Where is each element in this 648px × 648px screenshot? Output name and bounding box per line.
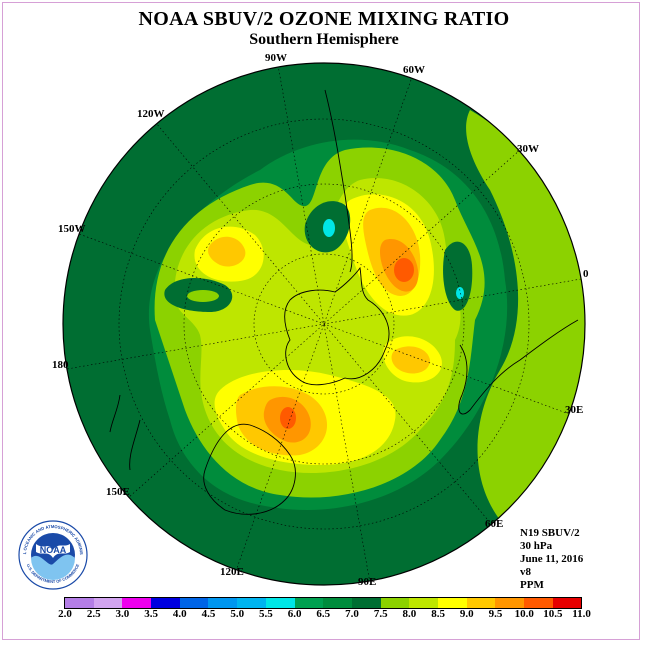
coast-africa: [458, 319, 579, 415]
info-block: N19 SBUV/2 30 hPa June 11, 2016 v8 PPM: [520, 527, 583, 592]
colorbar-segment: [466, 598, 496, 608]
field-max-south: [280, 407, 296, 429]
colorbar-tick-label: 8.5: [431, 608, 445, 620]
colorbar-segment: [294, 598, 324, 608]
field-pole-region: [294, 290, 358, 354]
lon-label-120e: 120E: [220, 566, 244, 578]
colorbar-segment: [179, 598, 209, 608]
colorbar-segment: [122, 598, 152, 608]
colorbar-tick-label: 7.5: [373, 608, 388, 620]
field-region-lightgreen-west: [187, 290, 219, 302]
colorbar: [64, 597, 583, 609]
colorbar-tick-label: 10.5: [543, 608, 563, 620]
coast-south-america: [324, 89, 353, 273]
colorbar-tick-label: 10.0: [514, 608, 534, 620]
graticule-lat-2: [183, 183, 465, 465]
colorbar-segment: [93, 598, 123, 608]
graticule-lon-30w-150e: [127, 149, 521, 499]
lon-label-90e: 90E: [358, 576, 377, 588]
field-min-60w: [323, 219, 335, 237]
colorbar-segment: [552, 598, 582, 608]
lon-label-0: 0: [583, 268, 589, 280]
lon-label-30w: 30W: [517, 143, 539, 155]
map-title: NOAA SBUV/2 OZONE MIXING RATIO: [138, 8, 510, 30]
info-version: v8: [520, 566, 531, 578]
graticule-lat-1: [253, 253, 395, 395]
colorbar-segment: [409, 598, 438, 608]
colorbar-tick-label: 5.0: [230, 608, 245, 620]
field-min-east: [456, 287, 464, 299]
lon-label-180: 180: [52, 359, 69, 371]
lon-label-30e: 30E: [565, 404, 584, 416]
info-units: PPM: [520, 579, 544, 591]
colorbar-segment: [65, 598, 94, 608]
colorbar-segment: [208, 598, 238, 608]
colorbar-tick-label: 5.5: [259, 608, 273, 620]
graticule-lon-30e-150w: [78, 233, 570, 415]
colorbar-tick-label: 11.0: [572, 608, 591, 620]
coast-australia: [203, 423, 296, 515]
colorbar-tick-label: 4.0: [172, 608, 187, 620]
lon-label-120w: 120W: [137, 108, 165, 120]
logo-text: NOAA: [40, 545, 67, 555]
coast-new-zealand: [109, 394, 141, 471]
colorbar-segment: [323, 598, 352, 608]
colorbar-tick-label: 7.0: [345, 608, 359, 620]
info-date: June 11, 2016: [520, 553, 584, 565]
colorbar-segment: [524, 598, 553, 608]
colorbar-tick-label: 9.5: [488, 608, 503, 620]
graticule: [66, 64, 582, 584]
colorbar-tick-label: 3.0: [115, 608, 130, 620]
colorbar-tick-label: 8.0: [402, 608, 417, 620]
colorbar-segment: [495, 598, 524, 608]
field-max-east: [394, 258, 414, 282]
coastlines: [109, 89, 579, 515]
coast-antarctica: [284, 266, 390, 386]
colorbar-segment: [351, 598, 381, 608]
field-region-gold: [208, 207, 430, 456]
colorbar-tick-label: 3.5: [144, 608, 158, 620]
info-satellite: N19 SBUV/2: [520, 527, 580, 539]
graticule-lon-60e-120w: [155, 122, 493, 526]
colorbar-segment: [380, 598, 410, 608]
colorbar-segment: [237, 598, 266, 608]
lon-label-90w: 90W: [265, 52, 287, 64]
colorbar-tick-label: 4.5: [201, 608, 216, 620]
colorbar-tick-label: 2.5: [86, 608, 101, 620]
colorbar-tick-label: 2.0: [58, 608, 72, 620]
graticule-lat-3: [118, 118, 530, 530]
colorbar-segment: [151, 598, 180, 608]
colorbar-segment: [265, 598, 295, 608]
colorbar-tick-label: 6.0: [287, 608, 302, 620]
info-level: 30 hPa: [520, 540, 553, 552]
colorbar-tick-label: 6.5: [316, 608, 331, 620]
map-border: [62, 62, 586, 586]
lon-label-150e: 150E: [106, 486, 130, 498]
lon-label-60e: 60E: [485, 518, 504, 530]
colorbar-tick-label: 9.0: [459, 608, 474, 620]
ozone-field: [63, 63, 585, 585]
field-region-darkgreen-east: [443, 241, 473, 311]
lon-label-150w: 150W: [58, 223, 86, 235]
lon-label-60w: 60W: [403, 64, 425, 76]
figure-frame: [2, 2, 640, 640]
map-subtitle: Southern Hemisphere: [249, 31, 399, 48]
field-region-light-east: [466, 110, 585, 520]
colorbar-segment: [437, 598, 467, 608]
noaa-logo: NATIONAL OCEANIC AND ATMOSPHERIC ADMINIS…: [18, 520, 88, 590]
